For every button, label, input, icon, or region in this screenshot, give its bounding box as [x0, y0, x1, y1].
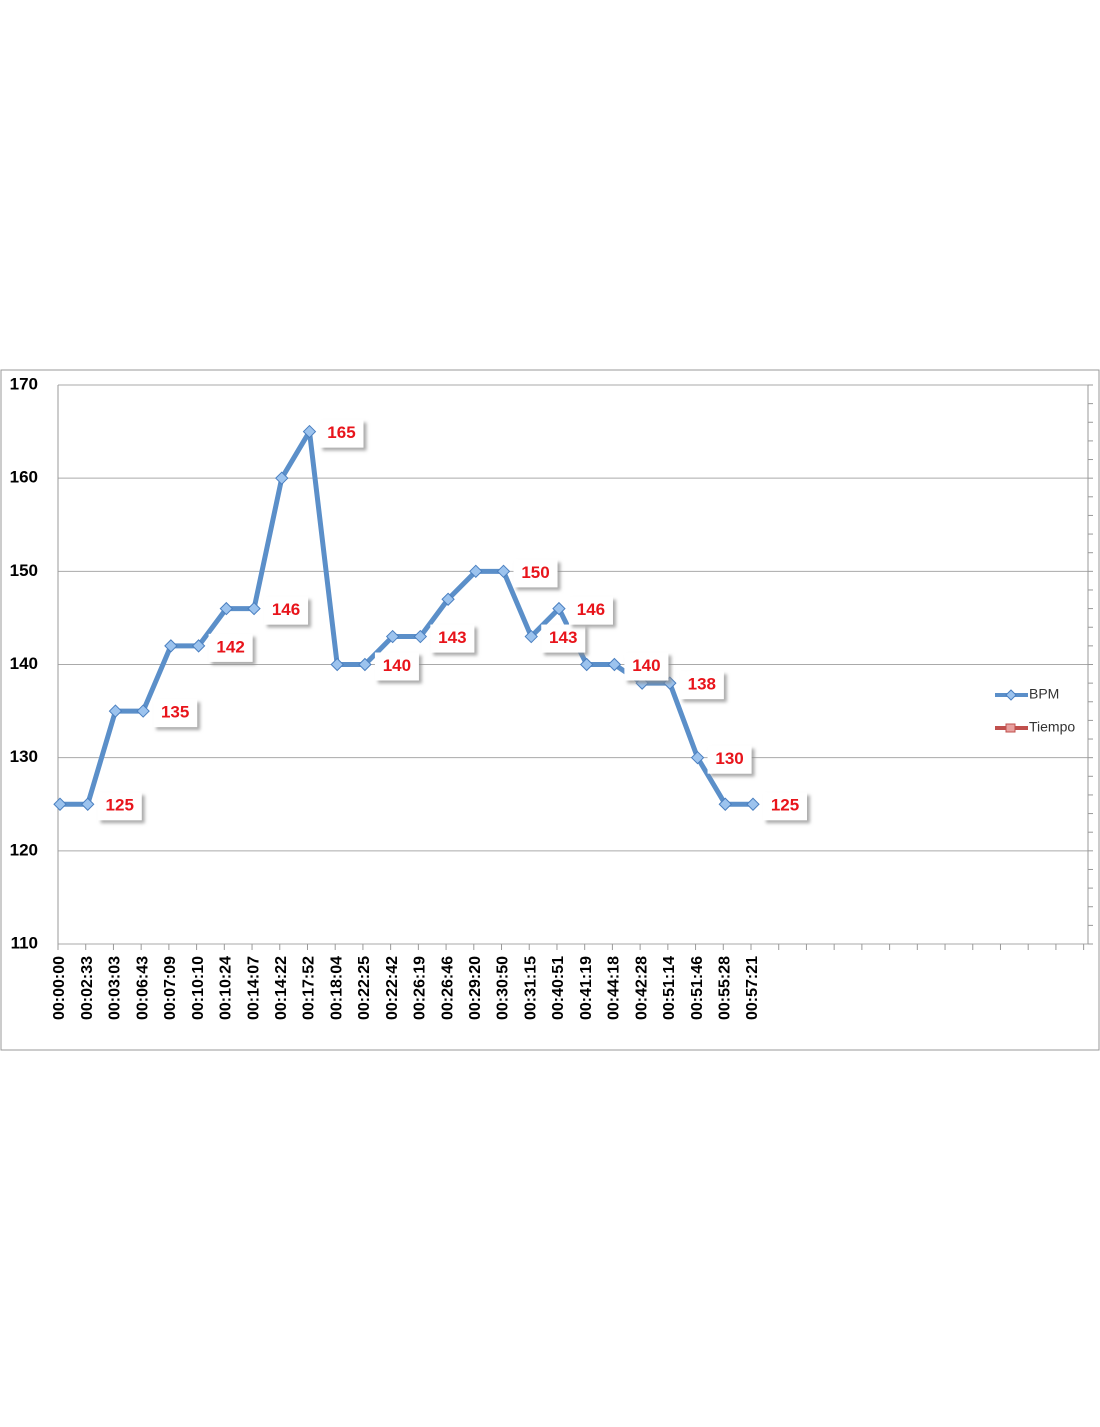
marker: [524, 629, 538, 644]
legend-marker: [1005, 723, 1016, 733]
marker: [53, 797, 67, 811]
data-label: 125: [106, 796, 134, 815]
marker: [663, 676, 677, 690]
marker: [275, 471, 289, 485]
y-tick-label: 140: [10, 654, 38, 673]
data-label: 125: [771, 796, 799, 815]
y-tick-label: 130: [10, 747, 38, 766]
x-tick-label: 00:51:14: [661, 956, 678, 1020]
marker: [496, 564, 511, 579]
x-tick-label: 00:10:10: [190, 956, 207, 1020]
x-tick-label: 00:07:09: [162, 956, 179, 1020]
data-label: 143: [549, 628, 577, 647]
x-tick-label: 00:00:00: [51, 956, 68, 1020]
x-tick-label: 00:31:15: [522, 956, 539, 1020]
data-label: 142: [216, 637, 244, 656]
x-tick-label: 00:29:20: [467, 956, 484, 1020]
marker: [358, 657, 372, 672]
x-tick-label: 00:41:19: [578, 956, 595, 1020]
x-tick-label: 00:14:22: [273, 956, 290, 1020]
marker: [136, 704, 150, 718]
x-tick-label: 00:22:42: [384, 956, 401, 1020]
data-label-box: [763, 792, 807, 821]
x-tick-label: 00:44:18: [606, 956, 623, 1020]
marker: [164, 639, 178, 653]
data-label: 138: [688, 675, 716, 694]
x-tick-label: 00:03:03: [107, 956, 124, 1020]
data-label-box: [513, 559, 558, 588]
x-tick-label: 00:22:25: [356, 956, 373, 1020]
y-tick-label: 150: [10, 561, 38, 580]
x-tick-label: 00:14:07: [245, 956, 262, 1020]
marker: [635, 676, 649, 690]
marker: [469, 564, 483, 579]
x-tick-label: 00:30:50: [495, 956, 512, 1020]
x-tick-label: 00:55:28: [716, 956, 733, 1020]
x-tick-label: 00:10:24: [218, 956, 235, 1020]
data-label: 165: [327, 423, 355, 442]
legend-label: Tiempo: [1029, 719, 1075, 735]
x-tick-label: 00:02:33: [79, 956, 96, 1020]
data-label-box: [319, 419, 364, 448]
x-tick-label: 00:26:19: [412, 956, 429, 1020]
data-label: 146: [272, 600, 300, 619]
marker: [385, 629, 400, 644]
y-tick-label: 160: [10, 468, 38, 487]
marker: [607, 657, 622, 672]
data-label-box: [374, 652, 419, 681]
data-label-box: [568, 596, 613, 625]
legend-marker: [1005, 689, 1017, 701]
x-tick-label: 00:26:46: [439, 956, 456, 1020]
data-label: 140: [383, 656, 411, 675]
y-tick-label: 170: [10, 374, 38, 393]
marker: [441, 592, 455, 606]
data-label: 150: [521, 563, 549, 582]
data-label-box: [624, 652, 669, 681]
y-tick-label: 110: [11, 933, 38, 952]
data-label-box: [264, 596, 309, 625]
x-tick-label: 00:18:04: [328, 956, 345, 1020]
x-tick-label: 00:51:46: [689, 956, 706, 1020]
marker: [746, 797, 760, 811]
data-label: 143: [438, 628, 466, 647]
x-tick-label: 00:57:21: [744, 956, 761, 1020]
marker: [191, 639, 206, 653]
x-tick-label: 00:17:52: [301, 956, 318, 1020]
marker: [81, 797, 95, 811]
data-label-box: [679, 671, 724, 700]
marker: [413, 629, 428, 644]
data-label: 130: [715, 749, 743, 768]
data-label-box: [430, 624, 475, 653]
marker: [718, 797, 732, 811]
marker: [108, 704, 123, 718]
marker: [247, 601, 261, 616]
marker: [302, 424, 317, 439]
data-label: 140: [632, 656, 660, 675]
x-tick-label: 00:40:51: [550, 956, 567, 1020]
marker: [579, 657, 594, 672]
x-tick-label: 00:42:28: [633, 956, 650, 1020]
data-label-box: [707, 745, 752, 774]
data-label-box: [97, 792, 142, 821]
data-label: 146: [577, 600, 605, 619]
y-tick-label: 120: [10, 840, 38, 859]
marker: [219, 601, 234, 616]
x-tick-label: 00:06:43: [134, 956, 151, 1020]
data-label-box: [153, 699, 198, 728]
legend-label: BPM: [1029, 686, 1059, 702]
data-label-box: [541, 624, 586, 653]
marker: [552, 601, 566, 616]
marker: [690, 750, 705, 765]
data-label-box: [208, 633, 253, 662]
marker: [330, 657, 344, 672]
data-label: 135: [161, 703, 189, 722]
